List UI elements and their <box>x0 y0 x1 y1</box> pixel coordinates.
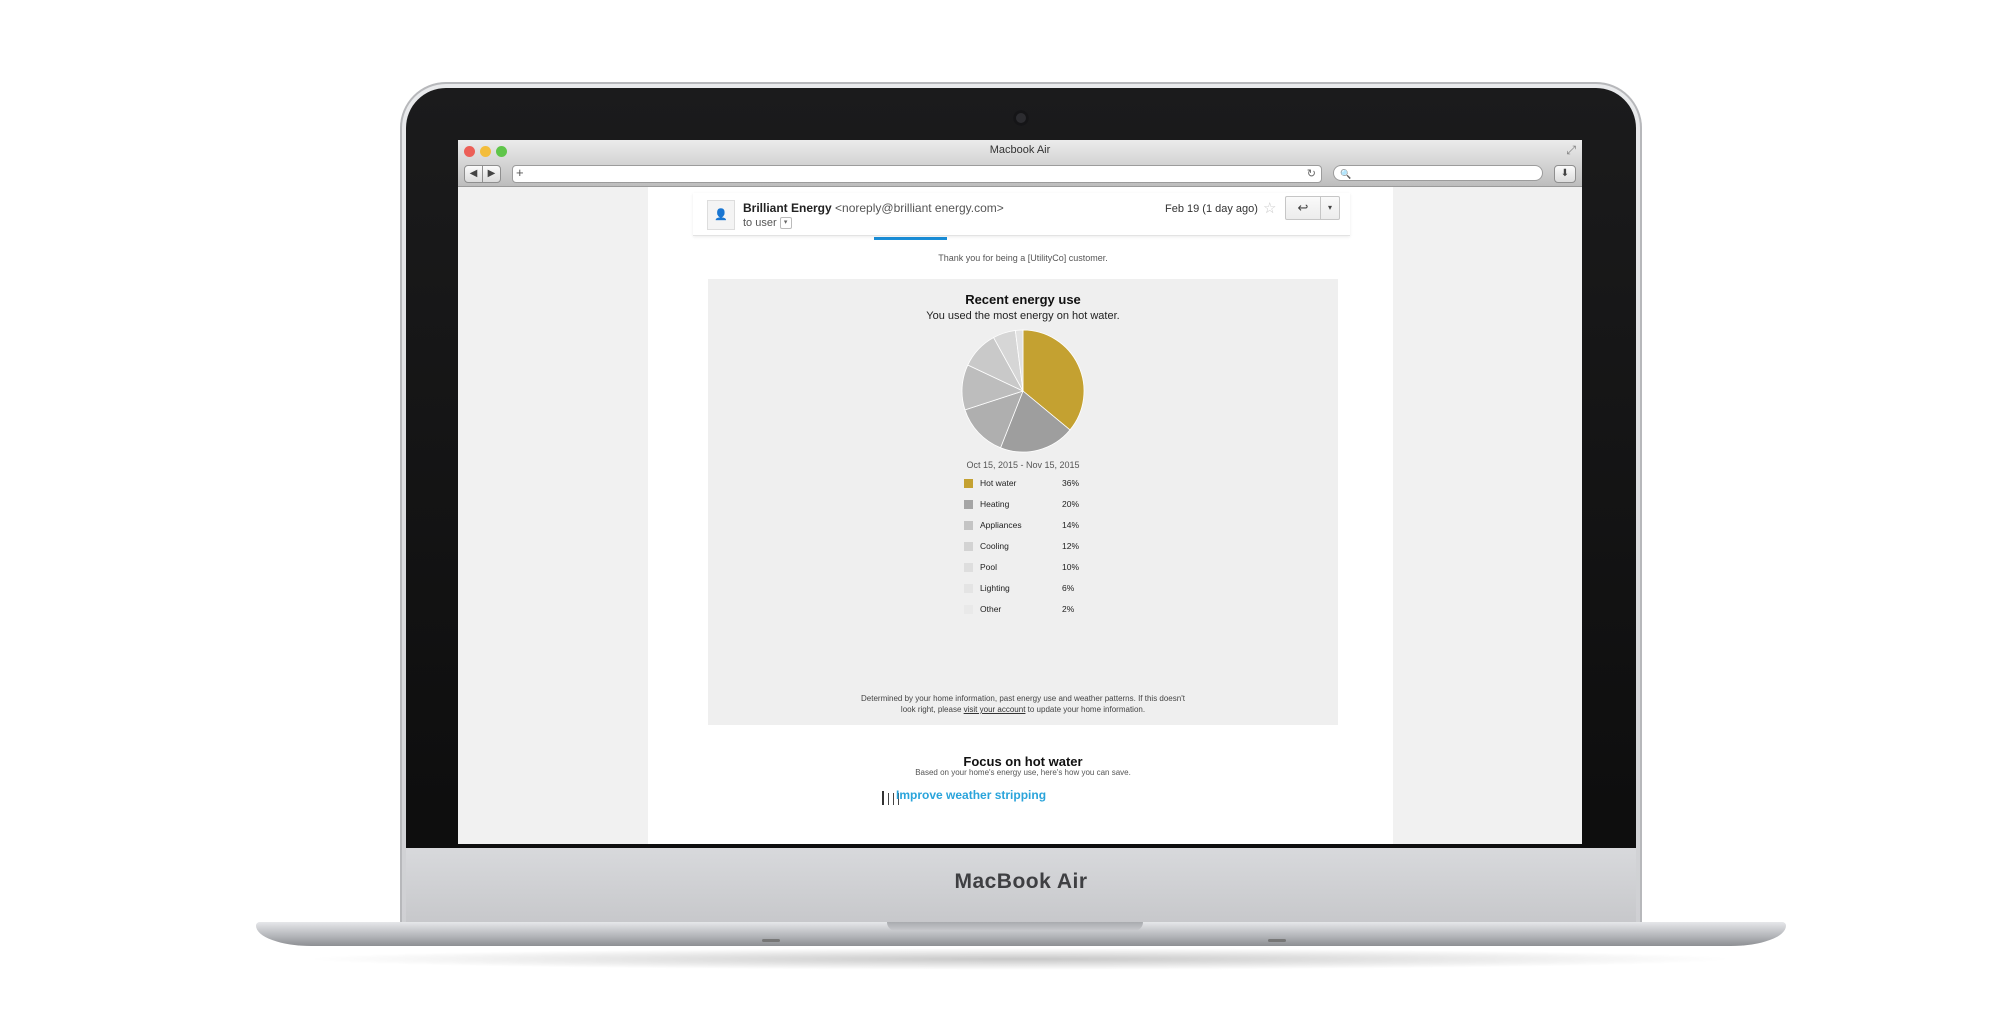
address-bar[interactable]: + ↻ <box>512 165 1322 183</box>
legend-item: Lighting 6% <box>964 580 1104 601</box>
recipient-label: to user <box>743 217 777 229</box>
hinge-notch <box>887 922 1143 931</box>
pie-slice-heating <box>1000 390 1071 453</box>
email-date: Feb 19 (1 day ago) <box>1165 203 1258 215</box>
browser-toolbar: ◀ ▶ + ↻ 🔍 ⬇ <box>458 162 1582 187</box>
legend-item: Pool 10% <box>964 559 1104 580</box>
chevron-down-icon[interactable]: ▾ <box>779 217 792 230</box>
search-input[interactable]: 🔍 <box>1333 165 1543 181</box>
legend-label: Hot water <box>980 478 1017 488</box>
window-title: Macbook Air <box>989 144 1051 156</box>
email-header: 👤 Brilliant Energy <noreply@brilliant en… <box>693 193 1350 236</box>
bezel-chin <box>406 848 1636 927</box>
legend-item: Heating 20% <box>964 496 1104 517</box>
more-actions-button[interactable]: ▾ <box>1320 196 1340 220</box>
downloads-button[interactable]: ⬇ <box>1554 165 1576 183</box>
legend-value: 36% <box>1062 478 1080 488</box>
recipient-line: to user ▾ <box>743 217 792 230</box>
legend-item: Hot water 36% <box>964 475 1104 496</box>
legend-label: Other <box>980 604 1002 614</box>
zoom-window-button[interactable] <box>496 146 507 157</box>
back-button[interactable]: ◀ <box>464 165 483 183</box>
note-text-end: to update your home information. <box>1025 705 1146 714</box>
visit-account-link[interactable]: visit your account <box>963 705 1026 714</box>
forward-button[interactable]: ▶ <box>482 165 501 183</box>
reload-icon[interactable]: ↻ <box>1306 168 1316 180</box>
search-icon: 🔍 <box>1340 169 1352 179</box>
legend-swatch <box>964 500 973 509</box>
reply-button[interactable]: ↩ <box>1285 196 1321 220</box>
star-icon[interactable]: ☆ <box>1263 200 1277 217</box>
chart-note: Determined by your home information, pas… <box>858 693 1188 715</box>
pie-slice-hot-water <box>1022 329 1085 431</box>
legend-value: 10% <box>1062 562 1080 572</box>
legend-item: Other 2% <box>964 601 1104 622</box>
laptop-foot <box>1268 939 1286 942</box>
legend-value: 6% <box>1062 583 1075 593</box>
energy-panel: Recent energy use You used the most ener… <box>708 279 1338 725</box>
legend-swatch <box>964 584 973 593</box>
sender-name: Brilliant Energy <box>743 201 832 215</box>
legend-label: Appliances <box>980 520 1022 530</box>
sender: Brilliant Energy <noreply@brilliant ener… <box>743 201 1004 215</box>
accent-bar <box>874 237 947 240</box>
legend-value: 14% <box>1062 520 1080 530</box>
avatar: 👤 <box>707 200 735 230</box>
legend-value: 20% <box>1062 499 1080 509</box>
minimize-window-button[interactable] <box>480 146 491 157</box>
camera-icon <box>1013 110 1029 126</box>
add-icon[interactable]: + <box>516 165 524 180</box>
legend-item: Cooling 12% <box>964 538 1104 559</box>
legend-swatch <box>964 542 973 551</box>
legend-swatch <box>964 605 973 614</box>
legend-label: Pool <box>980 562 998 572</box>
chart-legend: Hot water 36% Heating 20% Appliances 14% Cooli… <box>964 475 1104 622</box>
legend-swatch <box>964 521 973 530</box>
laptop-shadow <box>300 948 1740 970</box>
close-window-button[interactable] <box>464 146 475 157</box>
thanks-text: Thank you for being a [UtilityCo] custom… <box>938 253 1108 263</box>
focus-title: Focus on hot water <box>963 754 1083 769</box>
pie-slice-other <box>1014 329 1024 392</box>
laptop-foot <box>762 939 780 942</box>
improve-weather-stripping-link[interactable]: Improve weather stripping <box>896 788 1047 802</box>
legend-value: 12% <box>1062 541 1080 551</box>
panel-title: Recent energy use <box>965 292 1081 307</box>
sender-email: <noreply@brilliant energy.com> <box>835 201 1004 215</box>
page-content: 👤 Brilliant Energy <noreply@brilliant en… <box>458 187 1582 844</box>
legend-label: Cooling <box>980 541 1009 551</box>
screen: Macbook Air ⤢ ◀ ▶ + ↻ 🔍 ⬇ 👤 Brilliant En… <box>458 140 1582 844</box>
legend-swatch <box>964 479 973 488</box>
date-range: Oct 15, 2015 - Nov 15, 2015 <box>966 460 1080 470</box>
note-text: Determined by your home information, pas… <box>861 694 1185 714</box>
legend-value: 2% <box>1062 604 1075 614</box>
legend-label: Lighting <box>980 583 1010 593</box>
device-brand: MacBook Air <box>954 870 1088 893</box>
fullscreen-icon[interactable]: ⤢ <box>1566 143 1576 157</box>
energy-pie-chart <box>961 329 1085 453</box>
legend-swatch <box>964 563 973 572</box>
weather-stripping-icon <box>882 791 902 805</box>
legend-item: Appliances 14% <box>964 517 1104 538</box>
panel-subtitle: You used the most energy on hot water. <box>926 310 1120 322</box>
legend-label: Heating <box>980 499 1010 509</box>
focus-subtitle: Based on your home's energy use, here's … <box>915 768 1131 777</box>
window-titlebar: Macbook Air ⤢ <box>458 140 1582 162</box>
